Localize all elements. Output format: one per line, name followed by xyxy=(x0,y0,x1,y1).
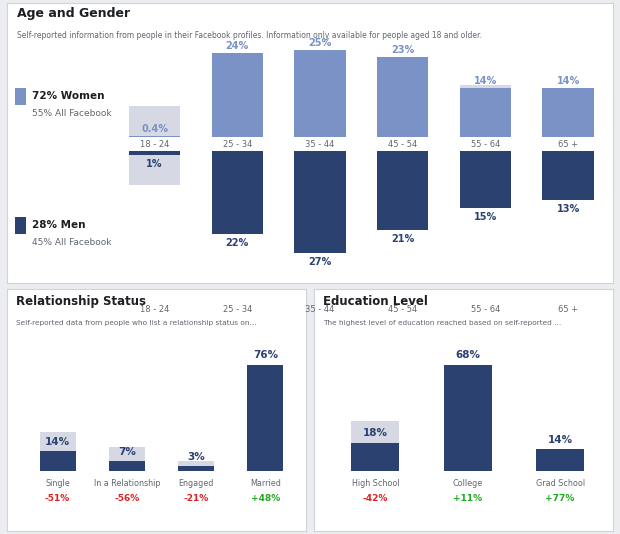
Bar xyxy=(40,431,76,470)
Text: 22%: 22% xyxy=(226,238,249,248)
Bar xyxy=(460,88,511,137)
Text: 65 +: 65 + xyxy=(558,140,578,149)
Text: Self-reported information from people in their Facebook profiles. Information on: Self-reported information from people in… xyxy=(17,30,481,40)
Bar xyxy=(536,449,584,470)
Bar xyxy=(542,151,594,193)
Text: 76%: 76% xyxy=(253,350,278,360)
Text: 55 - 64: 55 - 64 xyxy=(471,140,500,149)
Text: 18 - 24: 18 - 24 xyxy=(140,305,169,315)
Bar xyxy=(377,57,428,137)
Bar xyxy=(178,466,214,470)
Text: 55 - 64: 55 - 64 xyxy=(471,305,500,315)
Text: 14%: 14% xyxy=(45,437,70,447)
Bar xyxy=(109,447,145,470)
Text: Married: Married xyxy=(250,479,281,488)
Bar xyxy=(377,151,428,230)
Text: 25%: 25% xyxy=(308,37,332,48)
Text: 55% All Facebook: 55% All Facebook xyxy=(32,109,111,118)
Bar xyxy=(129,136,180,137)
Text: 35 - 44: 35 - 44 xyxy=(306,140,335,149)
Bar xyxy=(212,60,263,137)
Text: -21%: -21% xyxy=(184,494,209,503)
Bar xyxy=(444,377,492,470)
Bar xyxy=(212,151,263,219)
Text: 24%: 24% xyxy=(226,41,249,51)
Text: 18%: 18% xyxy=(363,428,388,438)
Text: 45 - 54: 45 - 54 xyxy=(388,305,417,315)
Bar xyxy=(444,365,492,470)
Bar xyxy=(247,365,283,470)
Text: 65 +: 65 + xyxy=(558,305,578,315)
Bar xyxy=(352,421,399,470)
Text: 25 - 34: 25 - 34 xyxy=(223,305,252,315)
Text: 14%: 14% xyxy=(474,76,497,86)
Text: 72% Women: 72% Women xyxy=(32,91,104,101)
Text: -56%: -56% xyxy=(114,494,140,503)
Text: Education Level: Education Level xyxy=(322,295,428,309)
Bar xyxy=(460,85,511,137)
Bar xyxy=(460,151,511,200)
Text: 45% All Facebook: 45% All Facebook xyxy=(32,238,111,247)
Bar xyxy=(294,64,346,137)
Bar xyxy=(377,151,428,215)
Text: The highest level of education reached based on self-reported ...: The highest level of education reached b… xyxy=(322,320,561,326)
Bar xyxy=(542,88,594,137)
Bar xyxy=(294,151,346,253)
Text: 28% Men: 28% Men xyxy=(32,220,85,230)
Bar xyxy=(40,451,76,470)
Text: 68%: 68% xyxy=(455,350,480,360)
Text: +11%: +11% xyxy=(453,494,482,503)
Text: Engaged: Engaged xyxy=(179,479,214,488)
Bar xyxy=(109,461,145,470)
Bar xyxy=(247,401,283,470)
Bar xyxy=(377,67,428,137)
Bar xyxy=(542,88,594,137)
Text: 13%: 13% xyxy=(557,204,580,214)
Text: +48%: +48% xyxy=(251,494,280,503)
Text: 21%: 21% xyxy=(391,234,414,244)
Bar xyxy=(212,151,263,234)
Bar xyxy=(129,151,180,155)
Text: Relationship Status: Relationship Status xyxy=(16,295,146,309)
Text: +77%: +77% xyxy=(546,494,575,503)
Text: 15%: 15% xyxy=(474,211,497,222)
Text: 0.4%: 0.4% xyxy=(141,124,168,134)
Text: 23%: 23% xyxy=(391,44,414,54)
Bar xyxy=(542,151,594,200)
Bar xyxy=(460,151,511,208)
Bar xyxy=(352,443,399,470)
Text: 7%: 7% xyxy=(118,446,136,457)
Text: 35 - 44: 35 - 44 xyxy=(306,305,335,315)
Bar xyxy=(536,458,584,470)
Bar xyxy=(294,50,346,137)
Bar xyxy=(294,151,346,219)
Text: -42%: -42% xyxy=(363,494,388,503)
Text: 45 - 54: 45 - 54 xyxy=(388,140,417,149)
Text: 27%: 27% xyxy=(308,257,332,267)
Text: 18 - 24: 18 - 24 xyxy=(140,140,169,149)
Bar xyxy=(129,151,180,185)
Text: -51%: -51% xyxy=(45,494,70,503)
Text: 14%: 14% xyxy=(557,76,580,86)
Text: Single: Single xyxy=(45,479,70,488)
Text: In a Relationship: In a Relationship xyxy=(94,479,160,488)
Text: Age and Gender: Age and Gender xyxy=(17,7,130,20)
Text: 25 - 34: 25 - 34 xyxy=(223,140,252,149)
Text: 14%: 14% xyxy=(547,435,573,444)
Bar xyxy=(212,53,263,137)
Bar xyxy=(129,106,180,137)
Text: 1%: 1% xyxy=(146,159,163,169)
Text: Grad School: Grad School xyxy=(536,479,585,488)
Text: High School: High School xyxy=(352,479,399,488)
Bar xyxy=(178,461,214,470)
Text: College: College xyxy=(453,479,483,488)
FancyBboxPatch shape xyxy=(16,88,26,105)
Text: 3%: 3% xyxy=(187,452,205,462)
Text: Self-reported data from people who list a relationship status on...: Self-reported data from people who list … xyxy=(16,320,257,326)
FancyBboxPatch shape xyxy=(16,217,26,234)
